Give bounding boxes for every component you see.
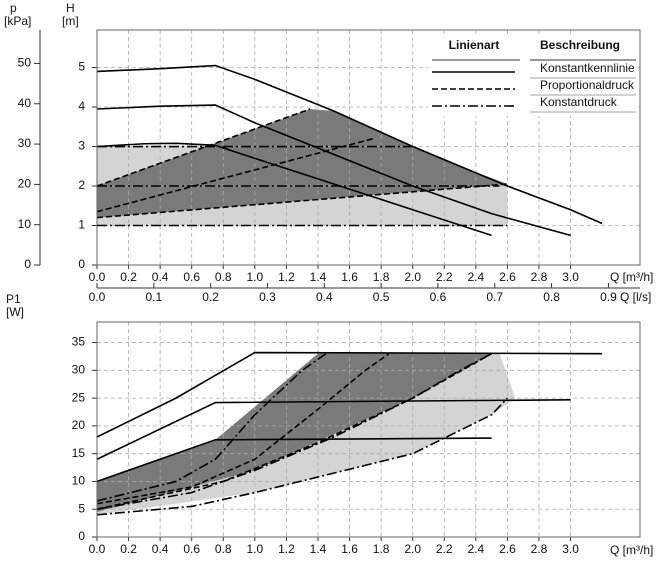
- x-tick-label: 0.4: [152, 542, 169, 556]
- legend-box: [428, 34, 638, 116]
- x-tick-label: 1.0: [247, 270, 264, 284]
- y2-tick-label: 10: [18, 217, 32, 231]
- x2-tick-label: 0.8: [543, 290, 560, 304]
- x2-axis-title: Q [l/s]: [620, 290, 651, 304]
- curve: [96, 108, 311, 187]
- x-tick-label: 1.2: [278, 542, 295, 556]
- x-axis-title: Q [m³/h]: [610, 543, 653, 557]
- curve: [96, 352, 493, 511]
- curve: [96, 353, 327, 502]
- operating-area: [97, 108, 508, 218]
- y2-axis-unit: [kPa]: [4, 14, 31, 28]
- x-tick-label: 2.6: [499, 270, 516, 284]
- x-tick-label: 2.2: [436, 270, 453, 284]
- plot-frame: [96, 321, 641, 538]
- x2-tick-label: 0.3: [259, 290, 276, 304]
- x-tick-label: 0.2: [120, 270, 137, 284]
- y-tick-label: 4: [78, 99, 85, 113]
- y-tick-label: 30: [72, 363, 86, 377]
- x-tick-label: 1.8: [373, 542, 390, 556]
- y-tick-label: 0: [78, 257, 85, 271]
- x2-tick-label: 0.9: [600, 290, 617, 304]
- curve: [96, 352, 492, 511]
- x-tick-label: 1.6: [341, 270, 358, 284]
- x-tick-label: 1.4: [310, 270, 327, 284]
- legend-label: Proportionaldruck: [540, 78, 635, 92]
- x2-tick-label: 0.2: [202, 290, 219, 304]
- x-tick-label: 3.0: [562, 542, 579, 556]
- y-tick-label: 2: [78, 178, 85, 192]
- legend-label: Konstantkennlinie: [540, 61, 635, 75]
- x2-tick-label: 0.6: [430, 290, 447, 304]
- x-tick-label: 2.8: [531, 542, 548, 556]
- x-tick-label: 0.6: [183, 270, 200, 284]
- y-tick-label: 1: [78, 218, 85, 232]
- legend-header: Linienart: [449, 38, 500, 52]
- y2-axis-name: p: [10, 1, 17, 15]
- y-tick-label: 5: [78, 501, 85, 515]
- x2-tick-label: 0.1: [145, 290, 162, 304]
- y2-tick-label: 30: [18, 136, 32, 150]
- y2-tick-label: 50: [18, 56, 32, 70]
- x-tick-label: 2.2: [436, 542, 453, 556]
- x-tick-label: 0.0: [89, 270, 106, 284]
- x2-tick-label: 0.7: [486, 290, 503, 304]
- x-tick-label: 0.8: [215, 542, 232, 556]
- x-tick-label: 0.6: [183, 542, 200, 556]
- y-axis-unit: [W]: [6, 305, 24, 319]
- y-axis-name: P1: [6, 292, 21, 306]
- x-tick-label: 2.6: [499, 542, 516, 556]
- x-tick-label: 1.6: [341, 542, 358, 556]
- y2-tick-label: 20: [18, 177, 32, 191]
- operating-area: [97, 353, 492, 512]
- curve: [96, 397, 508, 516]
- y-axis-name: H: [66, 1, 75, 15]
- curve: [96, 142, 492, 237]
- curve: [96, 353, 390, 505]
- x-tick-label: 2.4: [467, 270, 484, 284]
- x2-tick-label: 0.4: [316, 290, 333, 304]
- x-tick-label: 0.0: [89, 542, 106, 556]
- x-tick-label: 2.8: [531, 270, 548, 284]
- x-tick-label: 1.8: [373, 270, 390, 284]
- y2-tick-label: 40: [18, 96, 32, 110]
- y-tick-label: 20: [72, 418, 86, 432]
- curve: [96, 104, 571, 237]
- y-tick-label: 5: [78, 60, 85, 74]
- legend-header: Beschreibung: [540, 38, 620, 52]
- x-tick-label: 0.8: [215, 270, 232, 284]
- x-axis-title: Q [m³/h]: [610, 270, 653, 284]
- x-tick-label: 0.4: [152, 270, 169, 284]
- x-tick-label: 2.0: [404, 270, 421, 284]
- curve: [96, 398, 571, 460]
- y-tick-label: 0: [78, 529, 85, 543]
- y-tick-label: 3: [78, 139, 85, 153]
- curve: [96, 437, 492, 483]
- curve: [96, 137, 374, 213]
- x2-tick-label: 0.5: [373, 290, 390, 304]
- y-tick-label: 15: [72, 446, 86, 460]
- y-tick-label: 25: [72, 390, 86, 404]
- x2-tick-label: 0.0: [89, 290, 106, 304]
- x-tick-label: 1.0: [247, 542, 264, 556]
- y-tick-label: 35: [72, 335, 86, 349]
- x-tick-label: 2.4: [467, 542, 484, 556]
- curve: [96, 351, 603, 438]
- legend-label: Konstantdruck: [540, 95, 618, 109]
- x-tick-label: 3.0: [562, 270, 579, 284]
- plot-frame: [96, 29, 641, 266]
- curve: [96, 64, 603, 225]
- y-tick-label: 10: [72, 474, 86, 488]
- x-tick-label: 2.0: [404, 542, 421, 556]
- x-tick-label: 0.2: [120, 542, 137, 556]
- curve: [96, 183, 508, 219]
- x-tick-label: 1.4: [310, 542, 327, 556]
- x-tick-label: 1.2: [278, 270, 295, 284]
- y-axis-unit: [m]: [62, 14, 79, 28]
- y2-tick-label: 0: [24, 257, 31, 271]
